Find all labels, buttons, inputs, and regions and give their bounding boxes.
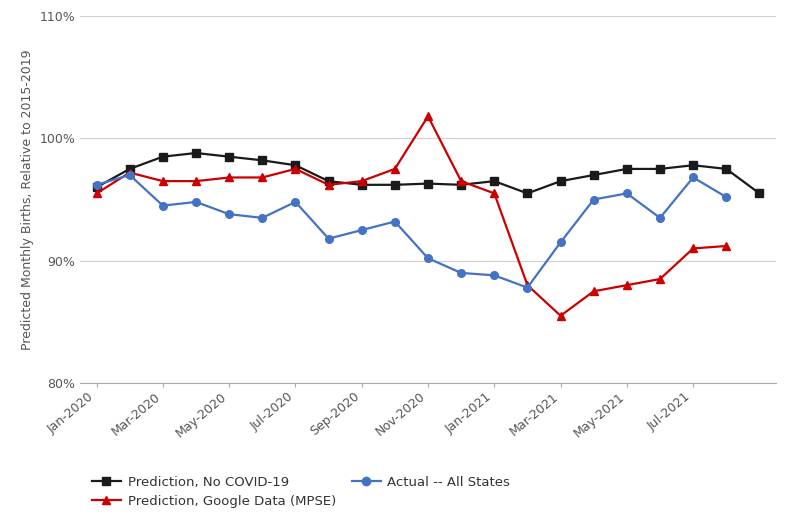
- Actual -- All States: [92, 181, 102, 188]
- Prediction, No COVID-19: [290, 162, 300, 169]
- Prediction, Google Data (MPSE): [357, 178, 366, 185]
- Actual -- All States: [158, 203, 168, 209]
- Prediction, No COVID-19: [688, 162, 698, 169]
- Prediction, No COVID-19: [622, 166, 632, 172]
- Prediction, Google Data (MPSE): [622, 282, 632, 288]
- Prediction, No COVID-19: [258, 157, 267, 163]
- Prediction, No COVID-19: [556, 178, 566, 185]
- Actual -- All States: [224, 211, 234, 218]
- Prediction, No COVID-19: [522, 190, 532, 196]
- Prediction, Google Data (MPSE): [688, 245, 698, 252]
- Prediction, Google Data (MPSE): [224, 174, 234, 181]
- Prediction, No COVID-19: [490, 178, 499, 185]
- Prediction, Google Data (MPSE): [722, 243, 731, 249]
- Prediction, No COVID-19: [324, 178, 334, 185]
- Prediction, No COVID-19: [125, 166, 134, 172]
- Actual -- All States: [655, 214, 665, 221]
- Prediction, Google Data (MPSE): [589, 288, 598, 295]
- Legend: Prediction, No COVID-19, Prediction, Google Data (MPSE), Actual -- All States: Prediction, No COVID-19, Prediction, Goo…: [86, 470, 515, 513]
- Prediction, No COVID-19: [655, 166, 665, 172]
- Actual -- All States: [390, 218, 400, 225]
- Actual -- All States: [490, 272, 499, 279]
- Line: Actual -- All States: Actual -- All States: [93, 171, 730, 292]
- Prediction, Google Data (MPSE): [191, 178, 201, 185]
- Prediction, No COVID-19: [224, 154, 234, 160]
- Prediction, Google Data (MPSE): [490, 190, 499, 196]
- Y-axis label: Predicted Monthly Births, Relative to 2015-2019: Predicted Monthly Births, Relative to 20…: [21, 49, 34, 350]
- Line: Prediction, No COVID-19: Prediction, No COVID-19: [93, 149, 763, 197]
- Actual -- All States: [125, 172, 134, 178]
- Actual -- All States: [423, 255, 433, 261]
- Prediction, No COVID-19: [92, 184, 102, 190]
- Prediction, Google Data (MPSE): [655, 276, 665, 282]
- Prediction, Google Data (MPSE): [522, 282, 532, 288]
- Prediction, Google Data (MPSE): [456, 178, 466, 185]
- Actual -- All States: [556, 239, 566, 245]
- Actual -- All States: [622, 190, 632, 196]
- Actual -- All States: [589, 196, 598, 203]
- Prediction, No COVID-19: [390, 181, 400, 188]
- Prediction, No COVID-19: [158, 154, 168, 160]
- Prediction, Google Data (MPSE): [556, 313, 566, 319]
- Prediction, Google Data (MPSE): [290, 166, 300, 172]
- Actual -- All States: [722, 194, 731, 200]
- Prediction, No COVID-19: [722, 166, 731, 172]
- Prediction, No COVID-19: [589, 172, 598, 178]
- Prediction, Google Data (MPSE): [158, 178, 168, 185]
- Prediction, No COVID-19: [456, 181, 466, 188]
- Prediction, No COVID-19: [423, 180, 433, 187]
- Line: Prediction, Google Data (MPSE): Prediction, Google Data (MPSE): [93, 112, 730, 320]
- Actual -- All States: [324, 236, 334, 242]
- Actual -- All States: [522, 285, 532, 291]
- Actual -- All States: [258, 214, 267, 221]
- Prediction, Google Data (MPSE): [125, 169, 134, 176]
- Actual -- All States: [191, 199, 201, 205]
- Prediction, No COVID-19: [754, 190, 764, 196]
- Prediction, Google Data (MPSE): [92, 190, 102, 196]
- Prediction, No COVID-19: [191, 150, 201, 156]
- Actual -- All States: [688, 174, 698, 181]
- Prediction, Google Data (MPSE): [390, 166, 400, 172]
- Prediction, Google Data (MPSE): [258, 174, 267, 181]
- Actual -- All States: [290, 199, 300, 205]
- Prediction, No COVID-19: [357, 181, 366, 188]
- Prediction, Google Data (MPSE): [324, 181, 334, 188]
- Actual -- All States: [456, 270, 466, 276]
- Prediction, Google Data (MPSE): [423, 113, 433, 120]
- Actual -- All States: [357, 227, 366, 234]
